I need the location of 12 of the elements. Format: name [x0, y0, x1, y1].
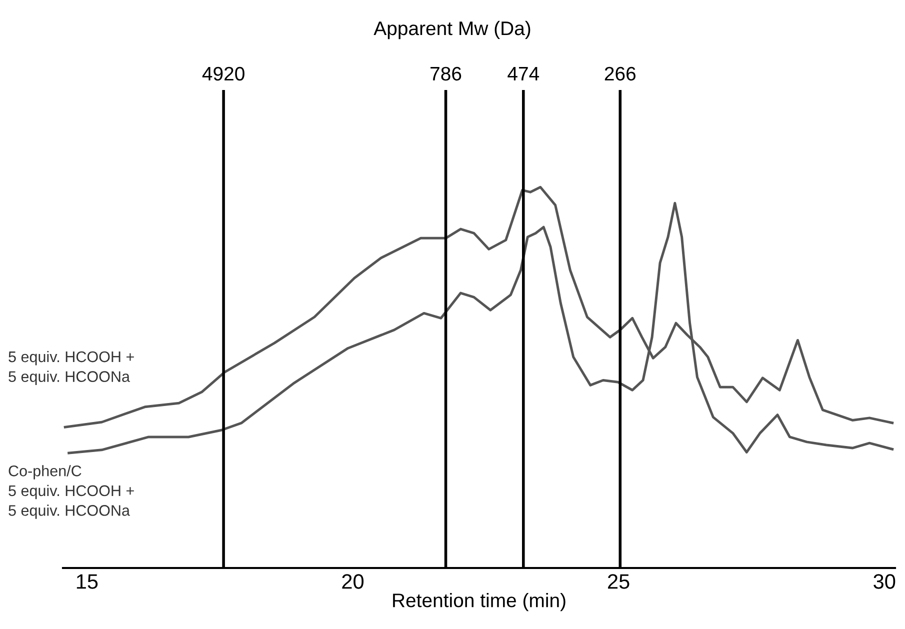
x-tick-label: 30	[874, 574, 896, 589]
text: 786	[430, 66, 462, 81]
text: 474	[508, 67, 540, 80]
series-label: Co-phen/C 5 equiv. HCOOH + 5 equiv. HCOONa	[8, 465, 134, 519]
x-tick-label: 20	[342, 574, 364, 589]
x-axis-title: Retention time (min)	[393, 592, 566, 612]
x2-axis-title: Apparent Mw (Da)	[374, 20, 530, 40]
text: 266	[604, 66, 636, 81]
text: 4920	[202, 66, 244, 81]
series-label: 5 equiv. HCOOH + 5 equiv. HCOONa	[8, 350, 134, 386]
x-tick-label: 25	[608, 574, 630, 589]
x-tick-label: 15	[76, 574, 98, 589]
